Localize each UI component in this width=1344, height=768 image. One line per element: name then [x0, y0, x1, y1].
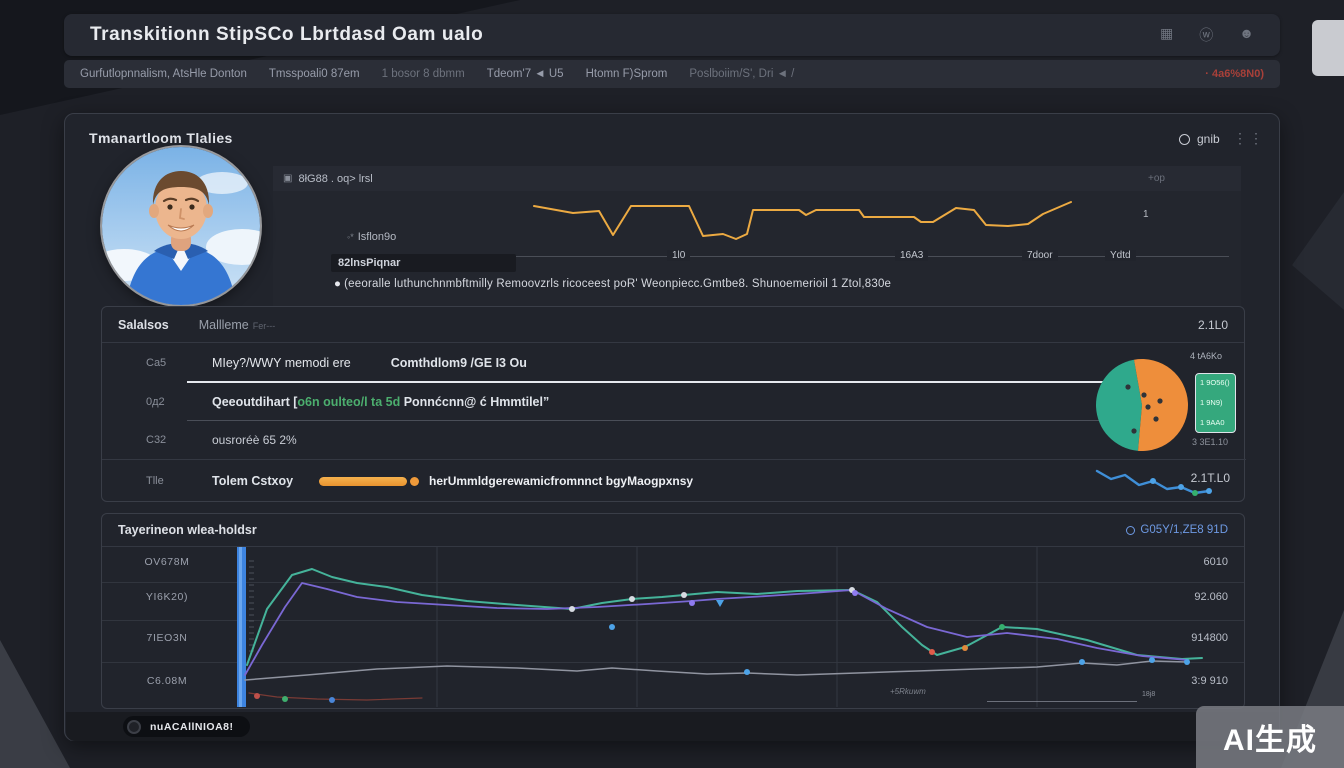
pie-legend: 1 9O56() 1 9N9) 1 9AA0	[1195, 373, 1236, 433]
nav-item-2[interactable]: Tmsspoali0 87em	[269, 68, 360, 80]
card-title: Tmanartloom Tlalies	[89, 130, 233, 146]
bullet-icon: ●	[334, 278, 341, 290]
pie-chart	[1095, 353, 1195, 457]
avatar	[102, 147, 260, 305]
chart-description: ●(eeoralle luthunchnmbftmilly Remoovzrls…	[334, 278, 891, 290]
legend-item: 1 9O56()	[1200, 379, 1231, 387]
row-text: Tolem Cstxoy	[212, 474, 293, 488]
grid-icon[interactable]: ▦	[1160, 25, 1173, 45]
row-label-3: 7IEO3N	[102, 632, 232, 644]
summary-table-panel: Salalsos MalllemeFer--- 2.1L0 Ca5 MIey?/…	[101, 306, 1245, 502]
row-label-4: C6.08M	[102, 675, 232, 687]
row-key: C32	[146, 434, 212, 446]
row-text: Qeeoutdihart [o6n oulteo/l ta 5d Ponnćcn…	[212, 395, 549, 409]
tiny-annotation: 18j8	[1142, 691, 1155, 699]
legend-item: 1 9N9)	[1200, 399, 1231, 407]
link-circle-icon	[1126, 526, 1135, 535]
background-wedge-mid-right	[1292, 192, 1344, 310]
nav-item-4[interactable]: Tdeom'7 ◄ U5	[487, 68, 564, 80]
footer-button-label: nuACAllNIOA8!	[150, 721, 234, 733]
row-key: Tlle	[146, 475, 212, 487]
nav-item-3[interactable]: 1 bosor 8 dbmm	[382, 68, 465, 80]
app-header: Transkitionn StipSCo Lbrtdasd Oam ualo ▦…	[64, 14, 1280, 56]
background-light-box	[1312, 20, 1344, 76]
row-text: ousroréè 65 2%	[212, 433, 297, 447]
user-icon[interactable]: ☻	[1239, 25, 1254, 45]
x-tick-2: 16A3	[895, 250, 928, 261]
multi-series-line-chart	[237, 547, 1212, 707]
app-title: Transkitionn StipSCo Lbrtdasd Oam ualo	[90, 24, 483, 46]
band-label: 8łG88 . oq> lrsl	[298, 173, 372, 185]
row-label-2: YI6K20)	[102, 591, 232, 603]
progress-pill	[319, 477, 407, 486]
series-label-1-icon: ◦*	[347, 232, 354, 242]
refresh-button[interactable]: gnib	[1179, 132, 1220, 146]
series-label-2-box[interactable]: 82lnsPiqnar	[331, 254, 516, 272]
timeseries-link[interactable]: G05Y/1,ZE8 91D	[1126, 524, 1228, 536]
chart-marker: 1	[1143, 209, 1149, 220]
table-row[interactable]: Ca5 MIey?/WWY memodi ere Comthdlom9 /GE …	[102, 343, 1102, 382]
progress-pill-dot	[410, 477, 419, 486]
nav-item-1[interactable]: Gurfutlopnnalism, AtsHle Donton	[80, 68, 247, 80]
timeseries-header: Tayerineon wlea-holdsr G05Y/1,ZE8 91D	[102, 514, 1244, 547]
table-row[interactable]: 0д2 Qeeoutdihart [o6n oulteo/l ta 5d Pon…	[102, 383, 1102, 420]
row-text-2: Comthdlom9 /GE I3 Ou	[391, 356, 527, 370]
x-tick-4: Ydtd	[1105, 250, 1136, 261]
band-right-label: +op	[1148, 173, 1165, 184]
row-key: Ca5	[146, 357, 212, 369]
card-footer-strip: nuACAllNIOA8!	[66, 712, 1279, 741]
chart-annotation: +5Rkuwm	[890, 687, 926, 696]
nav-alert-value: · 4a6%8N0)	[1205, 68, 1264, 80]
x-tick-3: 7door	[1022, 250, 1058, 261]
timeseries-panel: Tayerineon wlea-holdsr G05Y/1,ZE8 91D OV…	[101, 513, 1245, 709]
chart-header-band: ▣ 8łG88 . oq> lrsl +op	[273, 166, 1241, 191]
background-wedge-bottom-left	[0, 640, 70, 768]
row-text-green: o6n oulteo/l ta 5d	[297, 395, 400, 409]
x-tick-1: 1l0	[667, 250, 690, 261]
row-label-1: OV678M	[102, 556, 232, 568]
legend-item: 1 9AA0	[1200, 419, 1231, 427]
main-card: Tmanartloom Tlalies gnib ⋮⋮	[64, 113, 1280, 741]
baseline-mark	[987, 701, 1137, 702]
avatar-illustration	[102, 147, 260, 305]
tab-mallleme[interactable]: MalllemeFer---	[199, 318, 276, 332]
nav-item-5[interactable]: Htomn F)Sprom	[586, 68, 668, 80]
panel-icon: ▣	[283, 173, 292, 184]
timeseries-body: OV678M YI6K20) 7IEO3N C6.08M 6010 92.060…	[102, 547, 1244, 708]
dashboard-screen: Transkitionn StipSCo Lbrtdasd Oam ualo ▦…	[0, 0, 1344, 768]
tab-salalsos[interactable]: Salalsos	[118, 318, 169, 332]
pie-mini-label: 4 tA6Ko	[1190, 351, 1222, 361]
more-options-icon[interactable]: ⋮⋮	[1233, 130, 1265, 147]
badge-icon[interactable]: ⓦ	[1199, 25, 1213, 45]
activity-line-chart	[531, 193, 1076, 243]
row-text: MIey?/WWY memodi ere	[212, 356, 351, 370]
table-header-value: 2.1L0	[1198, 318, 1228, 332]
record-icon	[127, 720, 141, 734]
nav-item-6[interactable]: Poslboiim/S', Dri ◄ /	[689, 68, 794, 80]
table-row[interactable]: C32 ousroréè 65 2%	[102, 421, 1102, 459]
series-label-1: ◦*Isflon9o	[347, 231, 396, 243]
ai-watermark: AI生成	[1196, 706, 1344, 768]
refresh-label: gnib	[1197, 132, 1220, 146]
row-text-bold: herUmmldgerewamicfromnnct bgyMaogpxnsy	[429, 474, 693, 488]
sparkline-value: 2.1T.L0	[1191, 471, 1230, 485]
table-row[interactable]: Tlle Tolem Cstxoy herUmmldgerewamicfromn…	[102, 460, 1102, 502]
nav-bar: Gurfutlopnnalism, AtsHle Donton Tmsspoal…	[64, 60, 1280, 88]
timeseries-title: Tayerineon wlea-holdsr	[118, 523, 257, 537]
refresh-icon	[1179, 134, 1190, 145]
footer-action-button[interactable]: nuACAllNIOA8!	[123, 716, 250, 737]
legend-footnote: 3 3E1.10	[1192, 437, 1228, 447]
series-label-2: 82lnsPiqnar	[338, 257, 400, 269]
table-header: Salalsos MalllemeFer--- 2.1L0	[102, 307, 1244, 343]
tab-suffix: Fer---	[253, 321, 276, 331]
row-key: 0д2	[146, 396, 212, 408]
